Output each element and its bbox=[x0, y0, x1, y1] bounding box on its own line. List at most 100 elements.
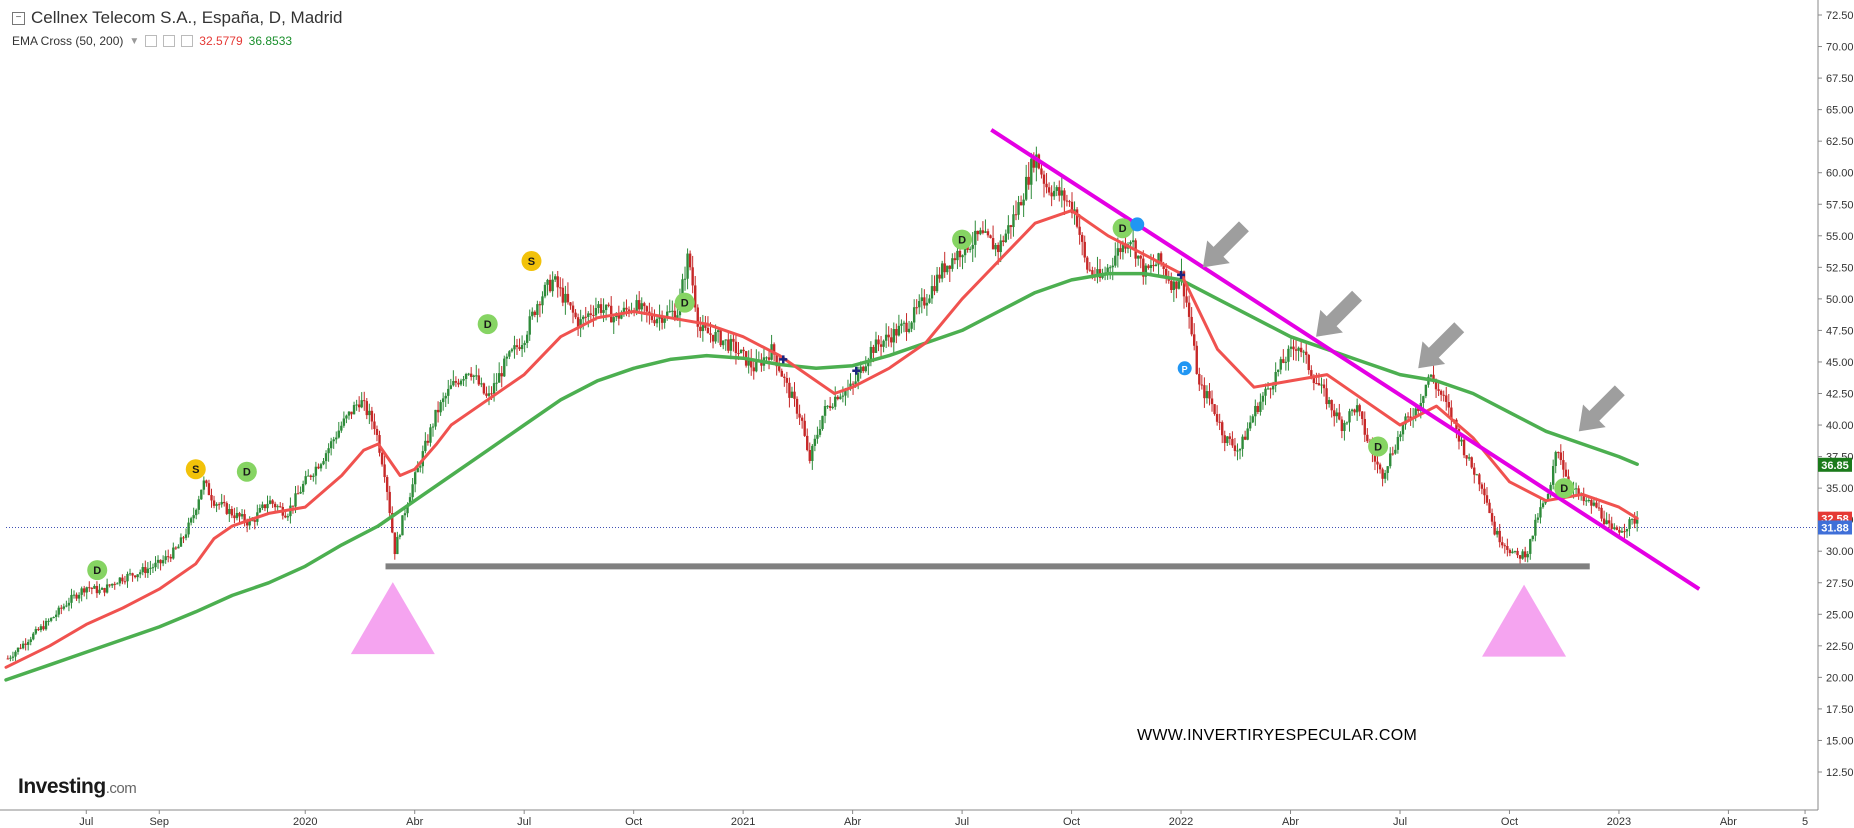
candle-body bbox=[1511, 551, 1514, 554]
candle-body bbox=[1002, 240, 1005, 243]
candle-body bbox=[370, 410, 374, 422]
candle-body bbox=[800, 417, 804, 421]
candle-body bbox=[887, 334, 890, 338]
candle-body bbox=[1536, 517, 1540, 520]
candle-body bbox=[230, 508, 234, 516]
candle-body bbox=[44, 620, 48, 630]
candle-body bbox=[1501, 542, 1504, 546]
x-tick-label: Oct bbox=[625, 816, 642, 828]
candle-body bbox=[1470, 457, 1473, 468]
candle-body bbox=[1490, 513, 1494, 522]
candle-body bbox=[1348, 411, 1351, 423]
candle-body bbox=[406, 504, 409, 514]
collapse-icon[interactable]: − bbox=[12, 11, 25, 25]
candle-body bbox=[976, 230, 980, 235]
candle-body bbox=[462, 379, 465, 381]
candle-body bbox=[1521, 551, 1524, 559]
candle-body bbox=[416, 467, 419, 473]
candle-body bbox=[375, 428, 379, 436]
candle-body bbox=[1022, 199, 1025, 206]
candle-body bbox=[531, 311, 534, 317]
candle-body bbox=[890, 337, 893, 343]
candle-body bbox=[1404, 416, 1407, 425]
y-tick-label: 15.00 bbox=[1826, 735, 1854, 747]
candle-body bbox=[492, 383, 496, 394]
candle-body bbox=[1485, 495, 1489, 503]
candle-body bbox=[1442, 394, 1445, 396]
indicator-name: EMA Cross (50, 200) bbox=[12, 34, 124, 48]
y-tick-label: 62.50 bbox=[1826, 136, 1854, 148]
candle-body bbox=[653, 320, 656, 324]
candle-body bbox=[638, 300, 641, 310]
candle-body bbox=[497, 373, 501, 383]
candle-body bbox=[1172, 281, 1176, 291]
candle-body bbox=[836, 396, 839, 400]
candle-body bbox=[775, 354, 778, 367]
candle-body bbox=[373, 421, 376, 429]
dropdown-arrow-icon[interactable]: ▼ bbox=[129, 35, 140, 47]
candle-body bbox=[912, 307, 916, 323]
candle-body bbox=[1274, 372, 1277, 386]
candle-body bbox=[604, 304, 608, 311]
candle-body bbox=[795, 398, 799, 414]
candle-body bbox=[569, 302, 572, 306]
candle-body bbox=[643, 303, 646, 307]
candle-body bbox=[253, 520, 256, 522]
candle-body bbox=[592, 314, 595, 316]
candle-body bbox=[1473, 467, 1476, 475]
logo-suffix: .com bbox=[105, 780, 137, 797]
candle-body bbox=[1040, 168, 1043, 175]
candle-body bbox=[139, 572, 142, 575]
visibility-icon[interactable] bbox=[145, 35, 158, 47]
candle-body bbox=[1277, 369, 1280, 373]
candle-body bbox=[732, 338, 735, 342]
candle-body bbox=[11, 656, 15, 658]
remove-icon[interactable] bbox=[181, 35, 194, 47]
candle-body bbox=[482, 383, 486, 394]
candle-body bbox=[1042, 174, 1046, 184]
candle-body bbox=[1083, 241, 1086, 258]
candle-body bbox=[93, 585, 96, 589]
candle-body bbox=[1256, 405, 1260, 412]
candle-body bbox=[1373, 453, 1377, 462]
candle-body bbox=[1279, 359, 1282, 370]
candle-body bbox=[1228, 436, 1232, 439]
candle-body bbox=[666, 311, 669, 319]
candle-body bbox=[996, 244, 1000, 253]
candle-body bbox=[640, 303, 643, 310]
candle-body bbox=[368, 410, 371, 416]
candle-body bbox=[16, 647, 20, 652]
settings-icon[interactable] bbox=[163, 35, 176, 47]
candle-body bbox=[1480, 484, 1484, 489]
candle-body bbox=[273, 503, 277, 508]
candle-body bbox=[245, 521, 249, 526]
candle-body bbox=[1052, 190, 1056, 197]
pointer-arrow-shape bbox=[1316, 290, 1363, 337]
ema-slow-value: 36.8533 bbox=[248, 34, 293, 48]
candle-body bbox=[1595, 502, 1598, 508]
candle-body bbox=[1378, 464, 1382, 470]
candle-body bbox=[1055, 187, 1058, 191]
candle-body bbox=[551, 279, 554, 292]
candle-body bbox=[617, 313, 621, 319]
x-tick-label: 2023 bbox=[1607, 816, 1631, 828]
candle-body bbox=[268, 500, 272, 504]
candle-body bbox=[1078, 226, 1081, 235]
candle-body bbox=[62, 606, 66, 609]
y-tick-label: 42.50 bbox=[1826, 389, 1854, 401]
candle-body bbox=[1434, 382, 1438, 390]
pointer-arrow bbox=[1418, 322, 1465, 369]
candle-body bbox=[704, 325, 707, 328]
candle-body bbox=[1165, 268, 1168, 277]
event-marker-label: S bbox=[192, 464, 199, 476]
candle-body bbox=[806, 435, 809, 451]
candle-body bbox=[872, 346, 875, 353]
candle-body bbox=[1302, 351, 1305, 353]
candle-body bbox=[154, 562, 157, 568]
candle-body bbox=[694, 285, 697, 308]
event-marker-label: D bbox=[1374, 441, 1382, 453]
candle-body bbox=[1475, 474, 1478, 476]
candle-body bbox=[1353, 409, 1356, 413]
